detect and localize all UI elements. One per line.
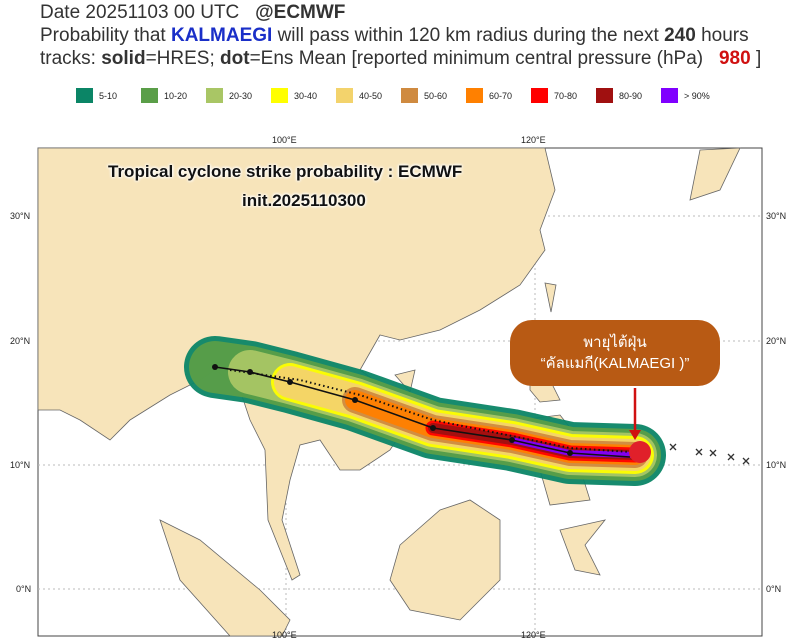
header-line-1: Date 20251103 00 UTC @ECMWF — [40, 2, 345, 24]
legend-swatch — [141, 88, 158, 103]
land-taiwan — [544, 282, 557, 313]
legend-label: 20-30 — [229, 90, 253, 101]
legend-item: > 90% — [661, 88, 726, 103]
legend: 5-10 10-20 20-30 30-40 40-50 50-60 60-70 70-80 8… — [76, 88, 726, 103]
hours: 240 — [664, 25, 696, 46]
ensemble-x-marks — [669, 443, 750, 465]
text: ] — [750, 48, 762, 69]
legend-swatch — [661, 88, 678, 103]
x-mark — [669, 443, 677, 451]
lat-label: 20°N — [766, 336, 787, 346]
legend-item: 60-70 — [466, 88, 531, 103]
legend-swatch — [596, 88, 613, 103]
track-point — [352, 397, 358, 403]
header-line-3: tracks: solid=HRES; dot=Ens Mean [report… — [40, 48, 761, 70]
legend-label: > 90% — [684, 90, 710, 101]
legend-item: 80-90 — [596, 88, 661, 103]
x-mark — [695, 448, 703, 456]
lat-label: 30°N — [766, 211, 787, 221]
track-point — [567, 450, 573, 456]
text: dot — [220, 48, 250, 69]
lon-label: 100°E — [272, 135, 297, 145]
source: @ECMWF — [255, 2, 346, 23]
tracks — [212, 364, 631, 458]
header-line-2: Probability that KALMAEGI will pass with… — [40, 25, 749, 47]
x-mark — [709, 449, 717, 457]
date: Date 20251103 00 UTC — [40, 2, 240, 23]
lat-label: 30°N — [10, 211, 31, 221]
land-japan — [689, 147, 741, 201]
pressure: 980 — [718, 48, 751, 69]
land-borneo — [389, 499, 501, 621]
legend-item: 70-80 — [531, 88, 596, 103]
land-sulawesi — [559, 519, 607, 576]
legend-swatch — [336, 88, 353, 103]
x-mark — [742, 457, 750, 465]
legend-swatch — [401, 88, 418, 103]
text: Probability that — [40, 25, 171, 46]
legend-label: 5-10 — [99, 90, 118, 101]
text: will pass within 120 km radius during th… — [272, 25, 665, 46]
storm-name: KALMAEGI — [170, 25, 273, 46]
track-point — [430, 425, 436, 431]
lon-label: 120°E — [521, 630, 546, 640]
arrow-head — [629, 430, 641, 440]
text: hours — [695, 25, 749, 46]
legend-label: 70-80 — [554, 90, 578, 101]
x-mark — [727, 453, 735, 461]
map-init: init.2025110300 — [242, 191, 366, 210]
legend-label: 10-20 — [164, 90, 188, 101]
legend-swatch — [76, 88, 93, 103]
typhoon-icon — [629, 441, 651, 463]
legend-label: 60-70 — [489, 90, 513, 101]
track-point — [212, 364, 218, 370]
storm-callout: พายุไต้ฝุ่น “คัลแมกี(KALMAEGI )” — [510, 320, 720, 386]
land-hainan — [394, 369, 416, 393]
legend-label: 40-50 — [359, 90, 383, 101]
legend-item: 10-20 — [141, 88, 206, 103]
legend-item: 30-40 — [271, 88, 336, 103]
legend-swatch — [531, 88, 548, 103]
text: tracks: — [40, 48, 102, 69]
hres-track — [214, 366, 631, 458]
land-sumatra — [159, 519, 291, 637]
lat-label: 0°N — [766, 584, 782, 594]
lon-label: 120°E — [521, 135, 546, 145]
track-point — [287, 379, 293, 385]
track-point — [509, 437, 515, 443]
lon-label: 100°E — [272, 630, 297, 640]
text: =Ens Mean [reported minimum central pres… — [249, 48, 709, 69]
legend-swatch — [466, 88, 483, 103]
legend-label: 80-90 — [619, 90, 643, 101]
text: =HRES; — [145, 48, 221, 69]
lat-label: 0°N — [16, 584, 32, 594]
lat-label: 10°N — [766, 460, 787, 470]
legend-swatch — [271, 88, 288, 103]
lat-label: 10°N — [10, 460, 31, 470]
legend-item: 50-60 — [401, 88, 466, 103]
map-title: Tropical cyclone strike probability : EC… — [108, 162, 463, 181]
legend-swatch — [206, 88, 223, 103]
legend-label: 50-60 — [424, 90, 448, 101]
legend-item: 40-50 — [336, 88, 401, 103]
legend-label: 30-40 — [294, 90, 318, 101]
lat-label: 20°N — [10, 336, 31, 346]
callout-line-2: “คัลแมกี(KALMAEGI )” — [540, 355, 690, 372]
callout-line-1: พายุไต้ฝุ่น — [583, 334, 647, 351]
legend-item: 5-10 — [76, 88, 141, 103]
legend-item: 20-30 — [206, 88, 271, 103]
text: solid — [101, 48, 146, 69]
track-point — [247, 369, 253, 375]
